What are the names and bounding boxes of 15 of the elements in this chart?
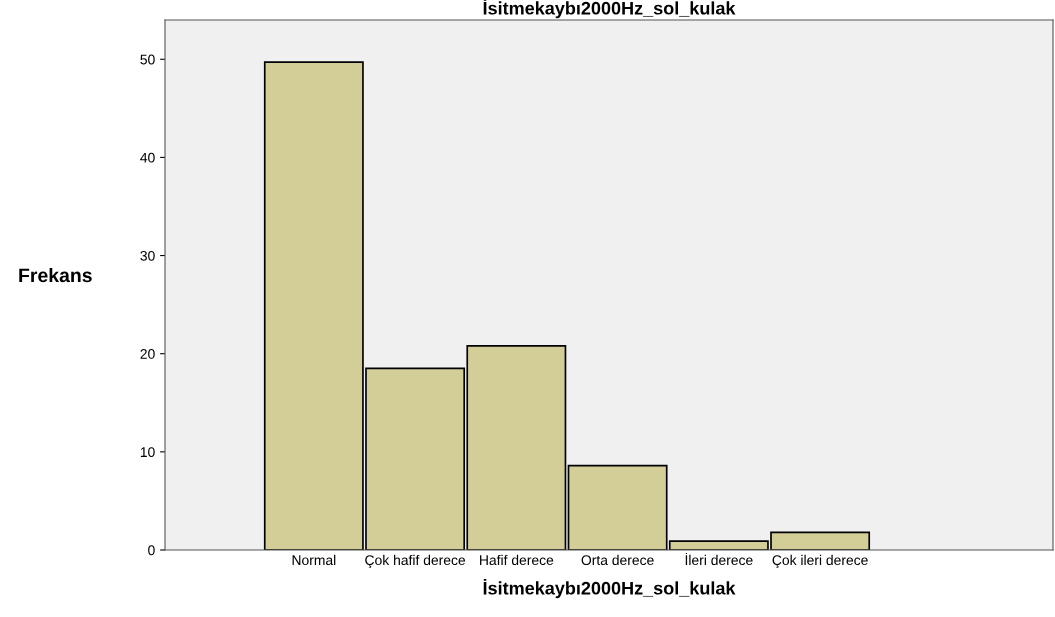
chart-title: İsitmekaybı2000Hz_sol_kulak <box>483 0 736 19</box>
y-tick-label: 10 <box>140 447 155 458</box>
y-tick-label: 30 <box>140 250 155 261</box>
x-tick-label: İleri derece <box>685 552 753 566</box>
y-tick-label: 0 <box>148 545 155 556</box>
x-axis-title: İsitmekaybı2000Hz_sol_kulak <box>483 578 736 599</box>
y-tick-label: 50 <box>140 54 155 65</box>
y-tick-label: 20 <box>140 349 155 359</box>
x-tick-label: Normal <box>292 554 336 566</box>
x-tick-label: Çok hafif derece <box>365 554 466 568</box>
x-tick-label: Hafif derece <box>480 554 554 566</box>
x-tick-label: Çok ileri derece <box>772 554 868 568</box>
y-axis-title: Frekans <box>19 267 92 283</box>
y-tick-label: 40 <box>140 152 155 163</box>
x-tick-label: Orta derece <box>581 554 654 566</box>
